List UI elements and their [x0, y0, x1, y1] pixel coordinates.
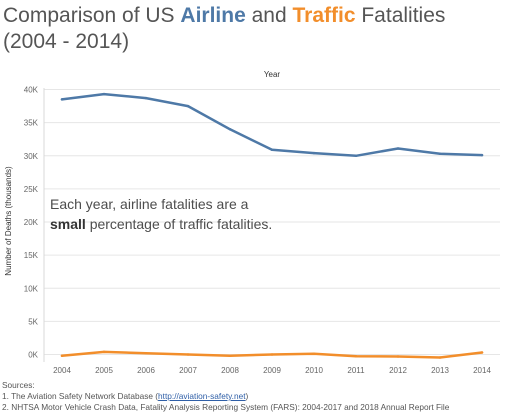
data-point-traffic — [228, 128, 232, 131]
source-item-1-suffix: ) — [245, 391, 249, 401]
data-point-traffic — [312, 151, 316, 155]
y-tick-label: 10K — [24, 284, 39, 293]
x-tick-label: 2009 — [263, 366, 281, 375]
annotation-bold-word: small — [50, 216, 86, 232]
x-tick-label: 2008 — [221, 366, 239, 375]
data-point-traffic — [480, 153, 484, 157]
data-point-airline — [60, 354, 64, 358]
title-prefix: Comparison of US — [3, 4, 181, 27]
series-line-traffic — [60, 92, 484, 158]
y-tick-label: 5K — [28, 317, 38, 326]
x-tick-label: 2011 — [347, 366, 365, 375]
title-line2: (2004 - 2014) — [3, 30, 130, 53]
x-tick-label: 2014 — [473, 366, 491, 375]
data-point-traffic — [186, 104, 190, 108]
data-point-airline — [396, 355, 400, 358]
y-tick-label: 0K — [28, 351, 38, 360]
data-point-traffic — [354, 154, 358, 158]
data-point-traffic — [144, 96, 148, 100]
y-tick-label: 15K — [24, 251, 39, 260]
source-item-1: 1. The Aviation Safety Network Database … — [2, 391, 510, 402]
x-tick-label: 2010 — [305, 366, 323, 375]
gridlines — [44, 89, 500, 355]
x-tick-label: 2004 — [53, 366, 71, 375]
title-airline-word: Airline — [180, 4, 246, 27]
data-point-airline — [270, 353, 274, 356]
data-point-airline — [354, 354, 358, 358]
y-tick-label: 35K — [24, 119, 39, 128]
data-point-airline — [102, 350, 106, 354]
y-tick-label: 25K — [24, 185, 39, 194]
annotation-part1: Each year, airline fatalities are a — [50, 196, 249, 212]
data-point-airline — [186, 353, 190, 356]
data-point-airline — [144, 351, 148, 355]
chart-annotation: Each year, airline fatalities are a smal… — [50, 194, 275, 234]
series-lines — [60, 92, 484, 359]
data-point-traffic — [60, 98, 64, 101]
x-tick-label: 2007 — [179, 366, 197, 375]
data-point-airline — [480, 351, 484, 354]
title-suffix: Fatalities — [355, 4, 446, 27]
y-tick-label: 40K — [24, 86, 39, 95]
data-point-airline — [438, 356, 442, 359]
x-axis-title: Year — [264, 70, 281, 79]
sources-heading: Sources: — [2, 380, 35, 390]
x-tick-label: 2013 — [431, 366, 449, 375]
data-point-traffic — [438, 152, 442, 156]
source-item-2: 2. NHTSA Motor Vehicle Crash Data, Fatal… — [2, 402, 450, 412]
title-traffic-word: Traffic — [292, 4, 356, 27]
annotation-part2: percentage of traffic fatalities. — [85, 216, 273, 232]
source-item-1-prefix: 1. The Aviation Safety Network Database … — [2, 391, 159, 401]
y-axis-title: Number of Deaths (thousands) — [4, 166, 13, 276]
sources-footnote: Sources: 1. The Aviation Safety Network … — [2, 380, 510, 413]
x-tick-label: 2012 — [389, 366, 407, 375]
data-point-traffic — [396, 147, 400, 150]
chart-title: Comparison of US Airline and Traffic Fat… — [3, 3, 508, 55]
data-point-traffic — [270, 148, 274, 152]
aviation-safety-link[interactable]: http://aviation-safety.net — [158, 391, 246, 401]
title-middle: and — [245, 4, 293, 27]
data-point-airline — [228, 354, 232, 358]
x-tick-label: 2005 — [95, 366, 113, 375]
data-point-traffic — [102, 92, 106, 96]
x-tick-label: 2006 — [137, 366, 155, 375]
y-tick-label: 20K — [24, 218, 39, 227]
data-point-airline — [312, 352, 316, 356]
y-tick-label: 30K — [24, 152, 39, 161]
axes: 0K 5K 10K 15K 20K 25K 30K 35K 40K 2004 2005 2006 200… — [4, 70, 491, 375]
